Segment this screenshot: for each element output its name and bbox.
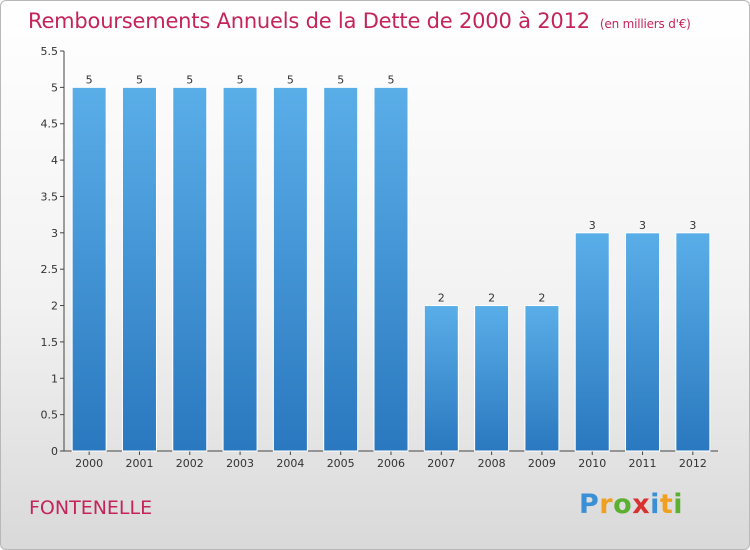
x-tick-label-2005: 2005 — [327, 457, 355, 470]
bar-2000 — [71, 86, 107, 452]
axes: 0 0.5 1 1.5 2 2.5 3 3.5 4 4.5 5 5.5 2000 2001 2002 2003… — [41, 45, 718, 470]
x-tick-label-2000: 2000 — [75, 457, 103, 470]
logo-letter: P — [579, 489, 600, 520]
x-tick-label-2006: 2006 — [377, 457, 405, 470]
bar-2007 — [423, 305, 459, 452]
logo-letter: i — [650, 489, 660, 520]
y-tick-label: 0 — [51, 445, 58, 458]
logo-letter: t — [659, 489, 674, 520]
data-label-2009: 2 — [538, 292, 545, 305]
y-tick-label: 1.5 — [41, 336, 59, 349]
data-label-2003: 5 — [237, 73, 244, 86]
y-tick-label: 3 — [51, 227, 58, 240]
bar-2010 — [574, 232, 610, 452]
x-tick-label-2001: 2001 — [125, 457, 153, 470]
chart-title-text: Remboursements Annuels de la Dette de 20… — [28, 9, 590, 33]
bar-2002 — [172, 86, 208, 452]
town-name: FONTENELLE — [29, 497, 153, 519]
data-label-2001: 5 — [136, 73, 143, 86]
y-tick-label: 5.5 — [41, 45, 59, 58]
logo-letter: r — [599, 489, 614, 520]
logo-letter: i — [673, 489, 684, 520]
bar-2003 — [222, 86, 258, 452]
y-tick-label: 4 — [51, 154, 58, 167]
logo-letter: x — [632, 489, 651, 520]
x-tick-label-2010: 2010 — [578, 457, 606, 470]
data-label-2004: 5 — [287, 73, 294, 86]
bars: 5 5 5 5 5 5 5 2 2 2 3 3 3 — [71, 73, 711, 452]
data-label-2011: 3 — [639, 219, 646, 232]
chart-unit: (en milliers d'€) — [599, 17, 691, 31]
y-tick-label: 4.5 — [41, 118, 59, 131]
x-tick-label-2004: 2004 — [276, 457, 304, 470]
data-label-2012: 3 — [689, 219, 696, 232]
x-tick-label-2002: 2002 — [176, 457, 204, 470]
bar-2012 — [675, 232, 711, 452]
bar-2008 — [474, 305, 510, 452]
bar-2006 — [373, 86, 409, 452]
data-label-2010: 3 — [589, 219, 596, 232]
proxiti-logo: Proxiti — [579, 489, 683, 520]
bar-2004 — [272, 86, 308, 452]
chart-title: Remboursements Annuels de la Dette de 20… — [28, 9, 691, 33]
data-label-2000: 5 — [86, 73, 93, 86]
data-label-2002: 5 — [186, 73, 193, 86]
bar-2001 — [121, 86, 157, 452]
bar-2005 — [323, 86, 359, 452]
y-tick-label: 0.5 — [41, 409, 59, 422]
y-tick-label: 1 — [51, 372, 58, 385]
x-tick-label-2009: 2009 — [528, 457, 556, 470]
x-tick-label-2003: 2003 — [226, 457, 254, 470]
y-tick-label: 5 — [51, 81, 58, 94]
y-tick-label: 2.5 — [41, 263, 59, 276]
bar-2009 — [524, 305, 560, 452]
bar-2011 — [625, 232, 661, 452]
x-tick-label-2007: 2007 — [427, 457, 455, 470]
y-tick-label: 3.5 — [41, 190, 59, 203]
x-tick-label-2008: 2008 — [478, 457, 506, 470]
data-label-2006: 5 — [388, 73, 395, 86]
data-label-2007: 2 — [438, 292, 445, 305]
x-tick-label-2011: 2011 — [629, 457, 657, 470]
data-label-2008: 2 — [488, 292, 495, 305]
y-tick-label: 2 — [51, 300, 58, 313]
logo-letter: o — [613, 489, 633, 520]
data-label-2005: 5 — [337, 73, 344, 86]
x-tick-label-2012: 2012 — [679, 457, 707, 470]
